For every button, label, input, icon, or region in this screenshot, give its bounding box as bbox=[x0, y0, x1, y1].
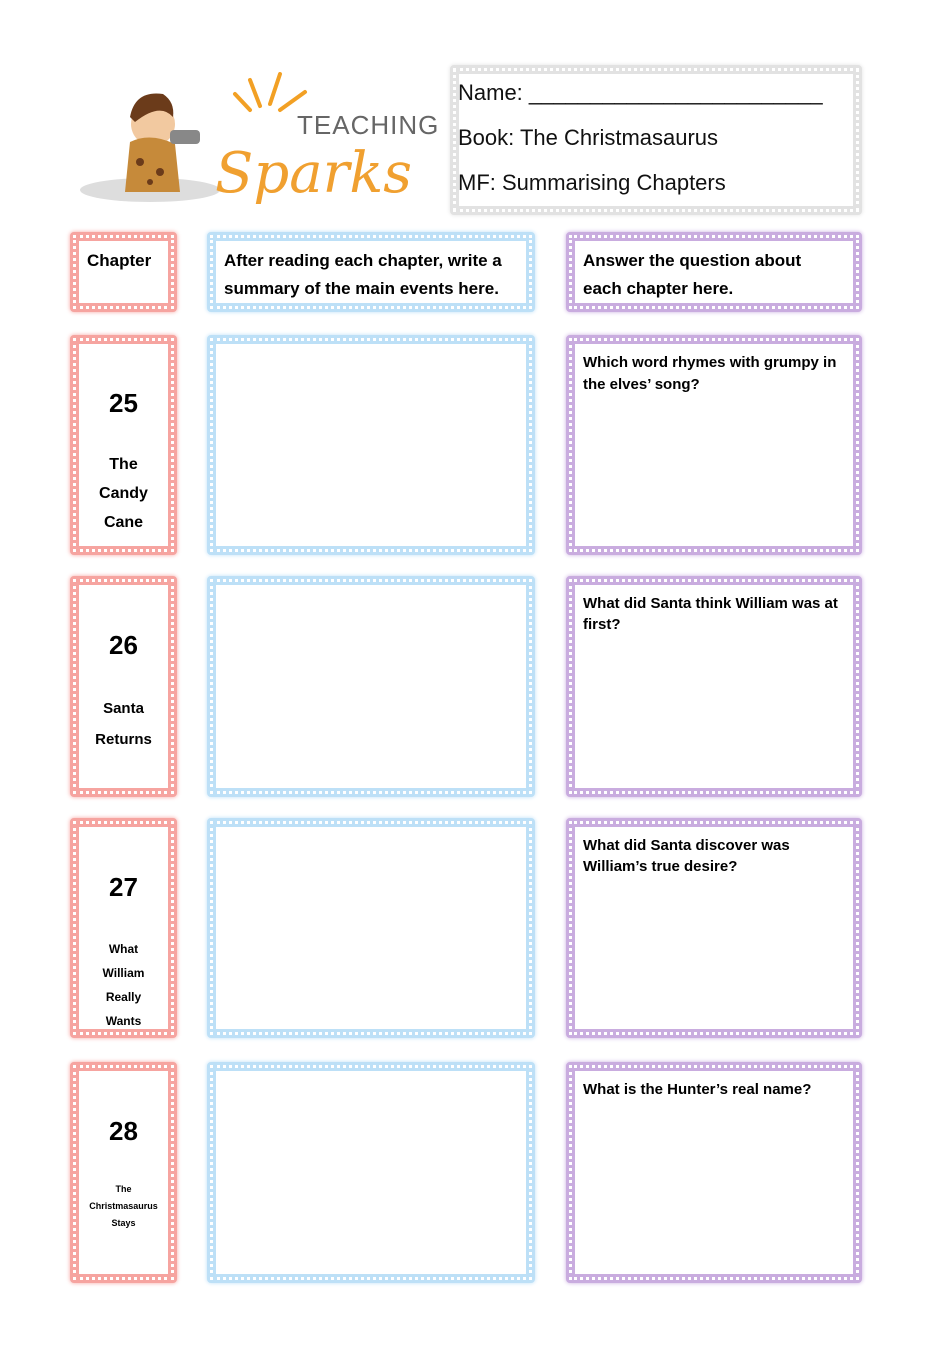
summary-column-header: After reading each chapter, write a summ… bbox=[207, 232, 535, 312]
answer-cell[interactable]: What did Santa think William was at firs… bbox=[566, 576, 862, 797]
teaching-sparks-logo: TEACHING Sparks bbox=[75, 72, 438, 212]
logo-text-teaching: TEACHING bbox=[297, 110, 440, 140]
chapter-number: 26 bbox=[109, 630, 138, 660]
question-header-text: Answer the question about each chapter h… bbox=[583, 251, 802, 298]
question-column-header: Answer the question about each chapter h… bbox=[566, 232, 862, 312]
chapter-title: The Candy Cane bbox=[99, 456, 148, 531]
chapter-header-text: Chapter bbox=[87, 251, 152, 270]
chapter-title: Santa Returns bbox=[95, 700, 152, 748]
question-text: What did Santa discover was William’s tr… bbox=[583, 837, 790, 875]
answer-cell[interactable]: What is the Hunter’s real name? bbox=[566, 1062, 862, 1283]
question-text: What did Santa think William was at firs… bbox=[583, 595, 838, 633]
question-text: Which word rhymes with grumpy in the elv… bbox=[583, 354, 837, 393]
student-info: Name: ________________________ Book: The… bbox=[458, 70, 823, 205]
answer-cell[interactable]: What did Santa discover was William’s tr… bbox=[566, 818, 862, 1038]
chapter-number: 28 bbox=[109, 1116, 138, 1146]
chapter-number: 27 bbox=[109, 872, 138, 902]
answer-cell[interactable]: Which word rhymes with grumpy in the elv… bbox=[566, 335, 862, 555]
caveman-logo-icon bbox=[80, 72, 307, 202]
summary-input[interactable] bbox=[207, 576, 535, 797]
chapter-cell: 26 Santa Returns bbox=[70, 576, 177, 797]
summary-input[interactable] bbox=[207, 335, 535, 555]
logo-text-sparks: Sparks bbox=[215, 141, 413, 206]
book-label: Book: The Christmasaurus bbox=[458, 125, 719, 150]
chapter-cell: 25 The Candy Cane bbox=[70, 335, 177, 555]
chapter-title: The Christmasaurus Stays bbox=[89, 1184, 158, 1228]
chapter-title: What William Really Wants bbox=[102, 942, 145, 1028]
summary-input[interactable] bbox=[207, 818, 535, 1038]
chapter-cell: 27 What William Really Wants bbox=[70, 818, 177, 1038]
summary-header-text: After reading each chapter, write a summ… bbox=[224, 251, 502, 298]
mf-label: MF: Summarising Chapters bbox=[458, 170, 726, 195]
question-text: What is the Hunter’s real name? bbox=[583, 1081, 812, 1098]
student-info-box bbox=[450, 65, 862, 215]
name-field[interactable]: Name: ________________________ bbox=[458, 80, 823, 105]
chapter-column-header: Chapter bbox=[70, 232, 177, 312]
summary-input[interactable] bbox=[207, 1062, 535, 1283]
chapter-number: 25 bbox=[109, 388, 138, 418]
chapter-cell: 28 The Christmasaurus Stays bbox=[70, 1062, 177, 1283]
